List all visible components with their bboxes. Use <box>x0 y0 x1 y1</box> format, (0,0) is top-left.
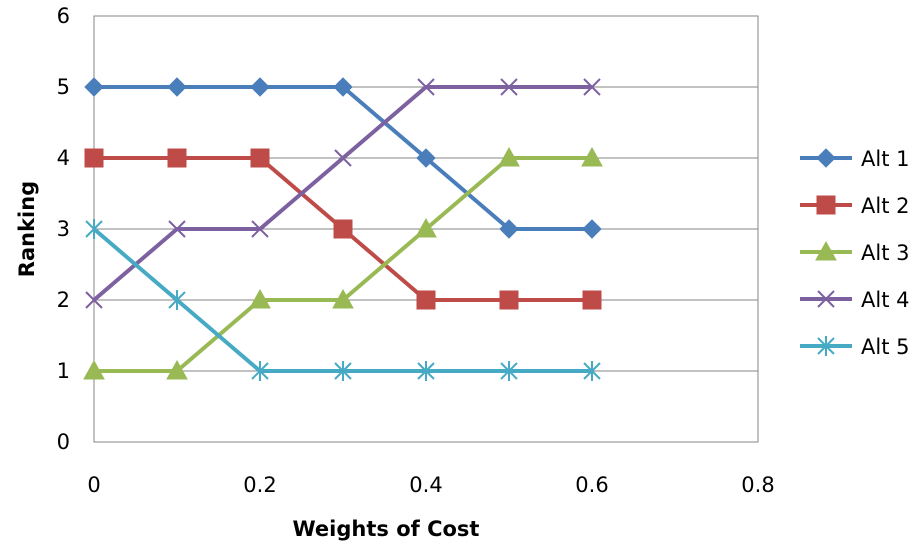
y-tick-label: 0 <box>57 430 70 454</box>
series-alt-2 <box>84 148 602 310</box>
y-tick-label: 5 <box>57 75 70 99</box>
data-point <box>416 148 436 168</box>
data-point <box>417 361 435 381</box>
legend-item: Alt 3 <box>800 240 909 265</box>
x-axis-title: Weights of Cost <box>293 517 480 541</box>
data-point <box>582 290 602 310</box>
data-point <box>83 359 105 380</box>
y-tick-labels: 0 1 2 3 4 5 6 <box>57 4 70 454</box>
data-point <box>85 219 103 239</box>
data-point <box>581 146 603 167</box>
data-point <box>167 77 187 97</box>
data-point <box>499 290 519 310</box>
y-tick-label: 2 <box>57 288 70 312</box>
data-point <box>332 288 354 309</box>
legend-marker <box>815 240 837 261</box>
data-point <box>333 219 353 239</box>
legend-marker <box>817 290 835 308</box>
x-tick-label: 0.4 <box>409 473 442 497</box>
series-group <box>83 77 603 381</box>
data-point <box>500 78 518 96</box>
series-alt-1 <box>84 77 602 239</box>
x-tick-label: 0.2 <box>243 473 276 497</box>
legend-label: Alt 2 <box>861 194 909 218</box>
series-alt-3 <box>83 146 603 380</box>
legend-label: Alt 1 <box>861 147 909 171</box>
legend: Alt 1 Alt 2 Alt 3 Alt 4 Alt 5 <box>800 147 909 359</box>
data-point <box>168 290 186 310</box>
data-point <box>166 359 188 380</box>
data-point <box>417 78 435 96</box>
y-tick-label: 3 <box>57 217 70 241</box>
x-tick-labels: 0 0.2 0.4 0.6 0.8 <box>87 473 774 497</box>
data-point <box>499 219 519 239</box>
data-point <box>167 148 187 168</box>
x-tick-label: 0.8 <box>741 473 774 497</box>
y-tick-label: 1 <box>57 359 70 383</box>
data-point <box>84 77 104 97</box>
legend-item: Alt 4 <box>800 288 909 312</box>
series-line <box>92 85 592 302</box>
legend-label: Alt 3 <box>861 241 909 265</box>
y-axis-title: Ranking <box>15 181 39 277</box>
legend-item: Alt 2 <box>800 194 909 218</box>
data-point <box>498 146 520 167</box>
data-point <box>333 77 353 97</box>
data-point <box>249 288 271 309</box>
data-point <box>251 361 269 381</box>
series-line <box>94 156 592 373</box>
data-point <box>250 148 270 168</box>
data-point <box>168 220 186 238</box>
legend-item: Alt 5 <box>800 335 909 359</box>
data-point <box>84 148 104 168</box>
data-point <box>500 361 518 381</box>
data-point <box>583 361 601 381</box>
data-point <box>416 290 436 310</box>
data-point <box>583 78 601 96</box>
legend-item: Alt 1 <box>800 147 909 171</box>
data-point <box>582 219 602 239</box>
y-tick-label: 4 <box>57 146 70 170</box>
legend-marker <box>817 336 835 356</box>
x-tick-label: 0 <box>87 473 100 497</box>
legend-marker <box>816 148 836 168</box>
x-tick-label: 0.6 <box>575 473 608 497</box>
legend-label: Alt 5 <box>861 335 909 359</box>
series-alt-5 <box>85 219 601 381</box>
y-tick-label: 6 <box>57 4 70 28</box>
data-point <box>250 77 270 97</box>
data-point <box>334 149 352 167</box>
data-point <box>85 291 103 309</box>
data-point <box>415 217 437 238</box>
series-alt-4 <box>85 78 601 309</box>
data-point <box>334 361 352 381</box>
legend-marker <box>816 195 836 215</box>
data-point <box>251 220 269 238</box>
legend-label: Alt 4 <box>861 288 909 312</box>
